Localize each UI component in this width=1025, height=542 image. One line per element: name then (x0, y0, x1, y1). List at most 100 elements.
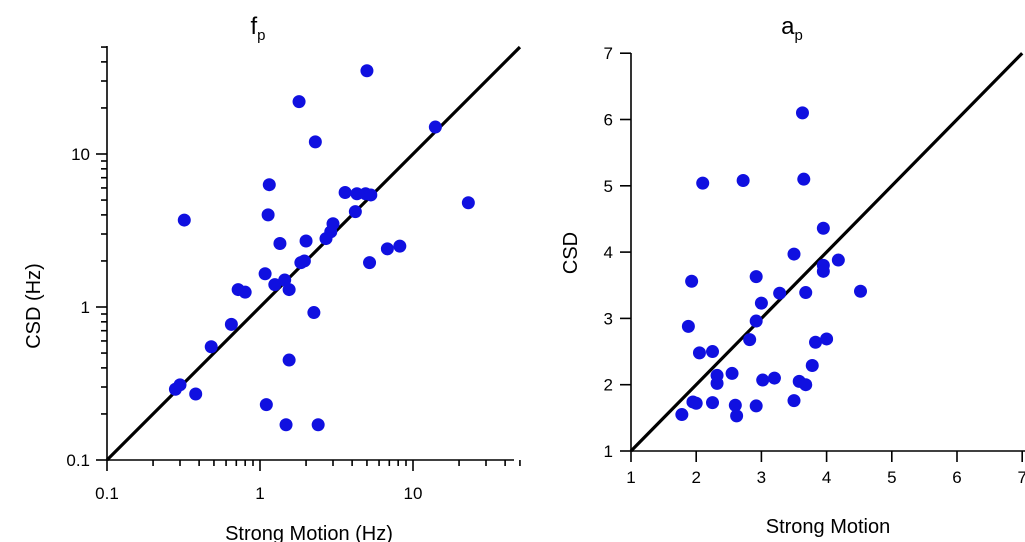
ap-data-point (743, 333, 757, 347)
fp-y-tick-label: 1 (81, 298, 90, 317)
ap-data-point (809, 335, 823, 349)
fp-data-point (326, 217, 340, 231)
ap-data-point (767, 371, 781, 385)
fp-x-tick-label: 0.1 (95, 484, 119, 503)
ap-data-point (730, 409, 744, 423)
ap-data-point (749, 399, 763, 413)
fp-panel: fp Strong Motion (Hz) CSD (Hz) 0.1 0.1 1 1 1… (23, 13, 522, 542)
ap-y-tick-label: 7 (604, 44, 613, 63)
fp-data-point (261, 208, 275, 222)
ap-data-point (696, 176, 710, 190)
ap-x-tick-label: 7 (1017, 468, 1025, 487)
fp-data-point (308, 135, 322, 149)
ap-x-tick-label: 6 (952, 468, 961, 487)
ap-data-point (854, 284, 868, 298)
ap-data-point (725, 366, 739, 380)
fp-data-point (461, 196, 475, 210)
ap-data-point (681, 319, 695, 333)
ap-y-tick-label: 4 (604, 243, 613, 262)
fp-data-point (292, 95, 306, 109)
fp-data-point (393, 239, 407, 253)
fp-x-axis-label: Strong Motion (Hz) (225, 523, 393, 542)
fp-data-point (177, 213, 191, 227)
fp-title-sub: p (257, 27, 265, 44)
fp-data-point (338, 186, 352, 200)
fp-x-tick-label: 1 (255, 484, 264, 503)
fp-data-point (299, 234, 313, 248)
fp-data-point (360, 64, 374, 78)
ap-title: ap (781, 13, 803, 44)
ap-data-point (749, 314, 763, 328)
fp-y-tick-label: 0.1 (66, 451, 90, 470)
ap-data-point (797, 172, 811, 186)
fp-data-point (268, 278, 282, 292)
ap-x-tick-label: 2 (691, 468, 700, 487)
ap-y-tick-label: 3 (604, 309, 613, 328)
ap-title-sub: p (795, 27, 803, 44)
fp-y-axis-label: CSD (Hz) (23, 263, 45, 349)
fp-data-point (189, 387, 203, 401)
ap-data-point (710, 376, 724, 390)
ap-y-tick-label: 1 (604, 442, 613, 461)
ap-data-point (689, 396, 703, 410)
fp-data-point (262, 178, 276, 192)
fp-data-point (258, 267, 272, 281)
ap-data-point (787, 247, 801, 261)
ap-data-point (685, 274, 699, 288)
ap-y-axis-label: CSD (560, 232, 582, 274)
ap-data-point (799, 378, 813, 392)
ap-title-main: a (781, 13, 795, 40)
fp-y-tick-label: 10 (71, 145, 90, 164)
ap-data-point (795, 106, 809, 120)
fp-data-point (238, 285, 252, 299)
fp-data-point (297, 254, 311, 268)
ap-panel: ap Strong Motion CSD 1 2 3 4 5 6 7 1 2 3 4 5 6 7 (560, 13, 1025, 538)
ap-data-point (816, 221, 830, 235)
ap-y-tick-label: 6 (604, 111, 613, 130)
ap-x-axis-label: Strong Motion (766, 516, 891, 538)
ap-data-point (805, 358, 819, 372)
ap-data-point (692, 346, 706, 360)
ap-data-point (816, 264, 830, 278)
ap-data-point (799, 286, 813, 300)
ap-x-tick-label: 3 (757, 468, 766, 487)
ap-reference-line (629, 52, 1024, 453)
ap-data-point (754, 296, 768, 310)
fp-data-point (273, 237, 287, 251)
ap-data-point (831, 253, 845, 267)
ap-x-tick-label: 1 (626, 468, 635, 487)
fp-data-point (173, 378, 187, 392)
fp-data-point (428, 120, 442, 134)
ap-y-tick-label: 2 (604, 376, 613, 395)
fp-data-point (348, 205, 362, 219)
ap-data-point (706, 345, 719, 359)
ap-data-point (773, 286, 787, 300)
ap-y-tick-label: 5 (604, 177, 613, 196)
ap-data-point (820, 332, 834, 346)
fp-data-point (363, 256, 377, 270)
ap-x-tick-label: 4 (822, 468, 831, 487)
fp-title: fp (250, 13, 265, 44)
ap-data-point (787, 394, 801, 408)
fp-data-point (224, 317, 238, 331)
fp-x-tick-label: 10 (404, 484, 423, 503)
ap-data-point (749, 270, 763, 284)
fp-title-main: f (250, 13, 257, 40)
fp-data-point (380, 242, 394, 256)
ap-data-point (728, 398, 742, 412)
fp-data-point (259, 398, 273, 412)
fp-data-point (311, 418, 325, 432)
fp-data-point (307, 306, 321, 320)
fp-reference-line (105, 45, 522, 462)
ap-x-tick-label: 5 (887, 468, 896, 487)
ap-data-point (756, 373, 770, 387)
fp-data-point (279, 418, 293, 432)
fp-data-point (282, 283, 296, 297)
ap-data-point (675, 408, 689, 422)
fp-data-point (204, 340, 218, 354)
fp-data-point (282, 353, 296, 367)
ap-data-point (736, 173, 750, 187)
fp-data-point (364, 188, 378, 202)
ap-data-point (706, 396, 719, 410)
